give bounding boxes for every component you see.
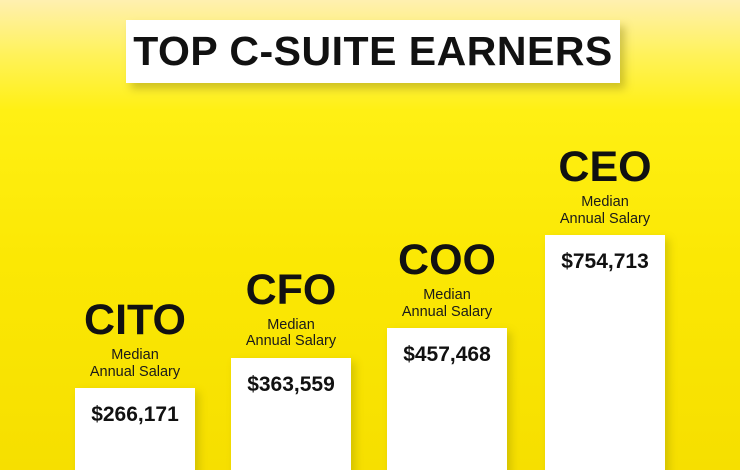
- caption-median: Median: [267, 316, 315, 333]
- bar-label-cfo: CFO: [245, 265, 337, 314]
- bar-value-coo: $457,468: [403, 343, 491, 367]
- caption-annual-salary: Annual Salary: [401, 303, 493, 320]
- caption-annual-salary: Annual Salary: [89, 363, 181, 380]
- caption-median: Median: [111, 347, 159, 363]
- bar-cito: [75, 388, 195, 470]
- caption-median: Median: [581, 194, 629, 210]
- bar-value-cfo: $363,559: [247, 372, 335, 396]
- bar-caption-cito: Median Annual Salary: [55, 347, 215, 380]
- bar-ceo: [545, 235, 665, 470]
- caption-annual-salary: Annual Salary: [559, 210, 651, 227]
- bar-label-coo: COO: [398, 236, 496, 285]
- chart-title: TOP C-SUITE EARNERS: [133, 28, 613, 74]
- bar-label-ceo: CEO: [558, 143, 652, 191]
- title-box: TOP C-SUITE EARNERS: [126, 20, 620, 83]
- caption-median: Median: [423, 287, 471, 304]
- bar-value-ceo: $754,713: [561, 250, 649, 273]
- bar-label-cito: CITO: [84, 296, 186, 344]
- bar-coo: [387, 328, 507, 470]
- bar-value-cito: $266,171: [91, 403, 179, 426]
- caption-annual-salary: Annual Salary: [245, 333, 337, 350]
- bar-caption-ceo: Median Annual Salary: [525, 194, 685, 227]
- bar-caption-cfo: Median Annual Salary: [211, 317, 371, 350]
- bar-cfo: [231, 357, 351, 470]
- bar-caption-coo: Median Annual Salary: [367, 287, 527, 320]
